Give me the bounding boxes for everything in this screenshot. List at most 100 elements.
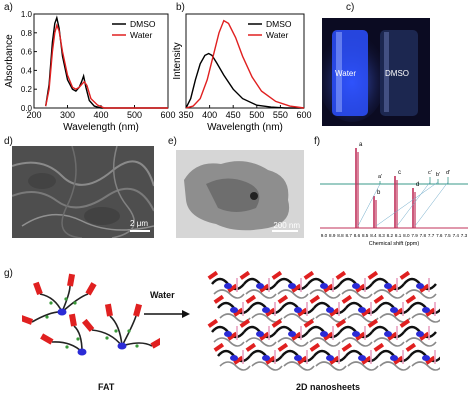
- sheet-link: [309, 289, 341, 299]
- sheet-tail: [355, 331, 366, 341]
- sheet-link: [245, 337, 277, 347]
- sheet-core: [326, 355, 334, 361]
- sheet-tail: [399, 270, 411, 280]
- sheet-tail: [341, 342, 353, 352]
- dmso-vial-label: DMSO: [385, 69, 409, 78]
- sheet-highlight: [242, 302, 244, 316]
- sheet-tail: [323, 331, 334, 341]
- sheet-tail: [291, 331, 302, 341]
- sheet-tail: [419, 283, 430, 293]
- hydrophobic-tail: [33, 281, 43, 296]
- hydrophobic-tail: [68, 313, 77, 327]
- sheet-highlight: [274, 302, 276, 316]
- x-axis-label: Wavelength (nm): [207, 122, 283, 132]
- hydrophobic-tail: [81, 318, 95, 332]
- sheet-highlight: [274, 350, 276, 364]
- sheet-tail: [335, 318, 347, 328]
- sheet-core: [416, 331, 424, 337]
- hydrophobic-tail: [40, 333, 54, 345]
- sheet-tail: [271, 270, 283, 280]
- x-tick-label: 350: [178, 110, 193, 120]
- panel-label-f: f): [314, 136, 321, 147]
- nmr-peak-label: a: [359, 142, 363, 148]
- y-axis-label: Absorbance: [4, 34, 15, 88]
- x-tick-label: 500: [249, 110, 264, 120]
- nmr-tick-label: 8.1: [395, 233, 402, 238]
- sheet-link: [405, 289, 437, 299]
- sheet-tail: [335, 270, 347, 280]
- sheet-tail: [213, 294, 225, 304]
- sheet-link: [219, 361, 251, 371]
- sheet-highlight: [306, 350, 308, 364]
- nmr-spectrum: 9.0 8.9 8.8 8.7 8.6 8.5 8.4 8.3 8.2 8.1 8.0 7.9 7.8 7…: [320, 142, 468, 247]
- sheet-tail: [233, 307, 244, 317]
- sheet-tail: [213, 342, 225, 352]
- sheet-tail: [277, 294, 289, 304]
- sheet-highlight: [268, 326, 270, 340]
- sheet-link: [283, 361, 315, 371]
- sheet-tail: [393, 307, 404, 317]
- x-tick-label: 600: [296, 110, 311, 120]
- sheet-link: [315, 361, 347, 371]
- sheet-highlight: [332, 326, 334, 340]
- sheet-core: [358, 355, 366, 361]
- core-unit: [77, 348, 87, 356]
- sheet-core: [416, 283, 424, 289]
- sem-image: 2 μm: [12, 146, 154, 238]
- legend-entry: DMSO: [130, 19, 156, 29]
- nanosheets-caption: 2D nanosheets: [296, 382, 361, 392]
- sheet-tail: [303, 318, 315, 328]
- hydrophobic-tail: [104, 303, 113, 317]
- y-tick-label: 0.8: [21, 29, 33, 38]
- linker-dot: [105, 336, 109, 340]
- sheet-tail: [341, 294, 353, 304]
- nmr-guide-line: [396, 181, 431, 227]
- sheet-link: [251, 361, 283, 371]
- fat-molecules-illustration: [22, 273, 160, 356]
- sheet-link: [277, 289, 309, 299]
- sheet-tail: [207, 270, 219, 280]
- sheet-tail: [303, 270, 315, 280]
- nmr-tick-label: 8.2: [387, 233, 394, 238]
- nmr-tick-label: 7.8: [420, 233, 427, 238]
- sheet-highlight: [306, 302, 308, 316]
- panel-label-e: e): [168, 136, 177, 147]
- sheet-highlight: [428, 278, 430, 292]
- sheet-tail: [265, 307, 276, 317]
- x-axis-label: Wavelength (nm): [63, 122, 139, 132]
- sheet-core: [384, 331, 392, 337]
- nmr-peak-label: d: [416, 182, 419, 188]
- sheet-highlight: [396, 278, 398, 292]
- sheet-tail: [259, 331, 270, 341]
- sheet-core: [422, 355, 430, 361]
- sheet-core: [384, 283, 392, 289]
- sheet-tail: [271, 318, 283, 328]
- sheet-tail: [245, 294, 257, 304]
- sheet-core: [262, 307, 270, 313]
- sheet-highlight: [434, 302, 436, 316]
- sheet-tail: [361, 355, 372, 365]
- y-tick-label: 0.2: [21, 85, 33, 94]
- sheet-link: [309, 337, 341, 347]
- sheet-link: [411, 313, 440, 323]
- linker-dot: [127, 329, 131, 333]
- sheet-core: [326, 307, 334, 313]
- sheet-highlight: [370, 350, 372, 364]
- sheet-tail: [393, 355, 404, 365]
- linker-dot: [45, 315, 49, 319]
- sheet-link: [277, 337, 309, 347]
- y-tick-label: 1.0: [21, 10, 33, 19]
- sheet-highlight: [242, 350, 244, 364]
- sheet-link: [245, 289, 277, 299]
- sheet-link: [213, 337, 245, 347]
- nmr-guide-line: [414, 181, 449, 227]
- nmr-peak-label-shifted: b': [436, 172, 440, 178]
- sheet-highlight: [434, 350, 436, 364]
- linker-dot: [114, 329, 118, 333]
- linker-dot: [135, 344, 139, 348]
- sheet-core: [224, 283, 232, 289]
- sheet-tail: [387, 331, 398, 341]
- core-unit: [117, 342, 127, 350]
- nmr-tick-label: 7.9: [411, 233, 418, 238]
- sheet-core: [320, 331, 328, 337]
